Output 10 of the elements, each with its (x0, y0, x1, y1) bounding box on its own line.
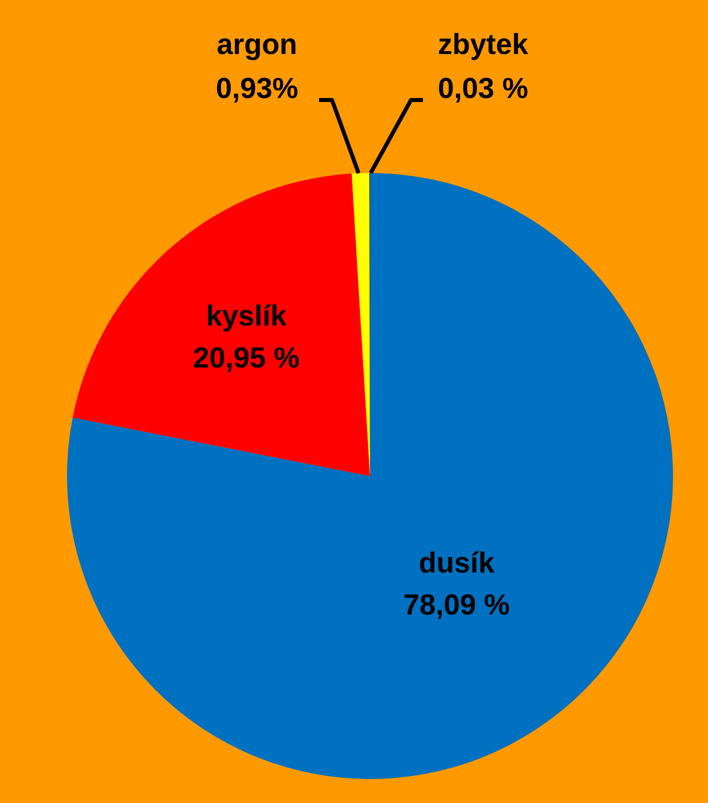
slice-label: dusík (418, 547, 496, 580)
data-label: 0,93% (216, 73, 298, 105)
pie-slice (68, 173, 673, 779)
slice-label: argon (216, 29, 298, 61)
slice-label: zbytek (438, 29, 529, 61)
data-label: 0,03 % (438, 73, 528, 105)
pie-slice (72, 174, 370, 476)
data-label: 20,95 % (193, 342, 300, 375)
slice-label: kyslík (206, 300, 288, 333)
data-label: 78,09 % (403, 589, 510, 622)
